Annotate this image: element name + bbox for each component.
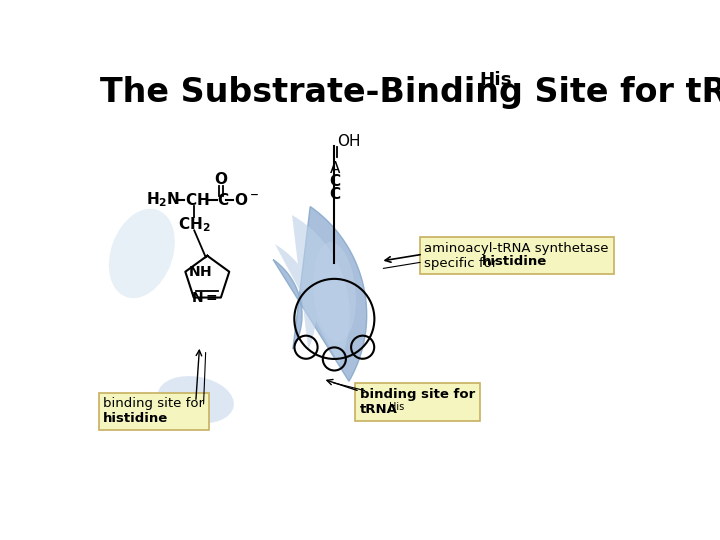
Text: $\mathbf{CH_2}$: $\mathbf{CH_2}$ (178, 215, 210, 233)
Polygon shape (273, 207, 366, 381)
Text: OH: OH (337, 134, 360, 149)
Ellipse shape (158, 376, 234, 423)
Text: histidine: histidine (482, 255, 547, 268)
Polygon shape (275, 215, 350, 364)
Ellipse shape (312, 242, 356, 342)
Text: aminoacyl-tRNA synthetase
specific for: aminoacyl-tRNA synthetase specific for (425, 242, 609, 270)
Text: His: His (479, 71, 512, 89)
Text: C: C (330, 187, 341, 202)
Text: $\mathbf{CH}$: $\mathbf{CH}$ (185, 192, 210, 207)
Text: $\mathbf{O}$: $\mathbf{O}$ (214, 171, 228, 187)
Text: histidine: histidine (104, 411, 168, 425)
Text: $\mathbf{C}$: $\mathbf{C}$ (217, 192, 230, 207)
Text: $\mathbf{H_2N}$: $\mathbf{H_2N}$ (145, 190, 180, 209)
Text: $\mathbf{N{=}}$: $\mathbf{N{=}}$ (192, 291, 217, 305)
Text: A: A (330, 161, 341, 176)
Ellipse shape (109, 209, 175, 298)
Text: C: C (330, 174, 341, 190)
Text: binding site for
tRNA: binding site for tRNA (360, 388, 475, 416)
Text: $\mathbf{O^-}$: $\mathbf{O^-}$ (234, 192, 259, 207)
Text: The Substrate-Binding Site for tRNA: The Substrate-Binding Site for tRNA (99, 76, 720, 109)
Text: binding site for: binding site for (104, 397, 204, 426)
Text: His: His (389, 402, 404, 411)
Text: $\mathbf{NH}$: $\mathbf{NH}$ (189, 265, 212, 279)
